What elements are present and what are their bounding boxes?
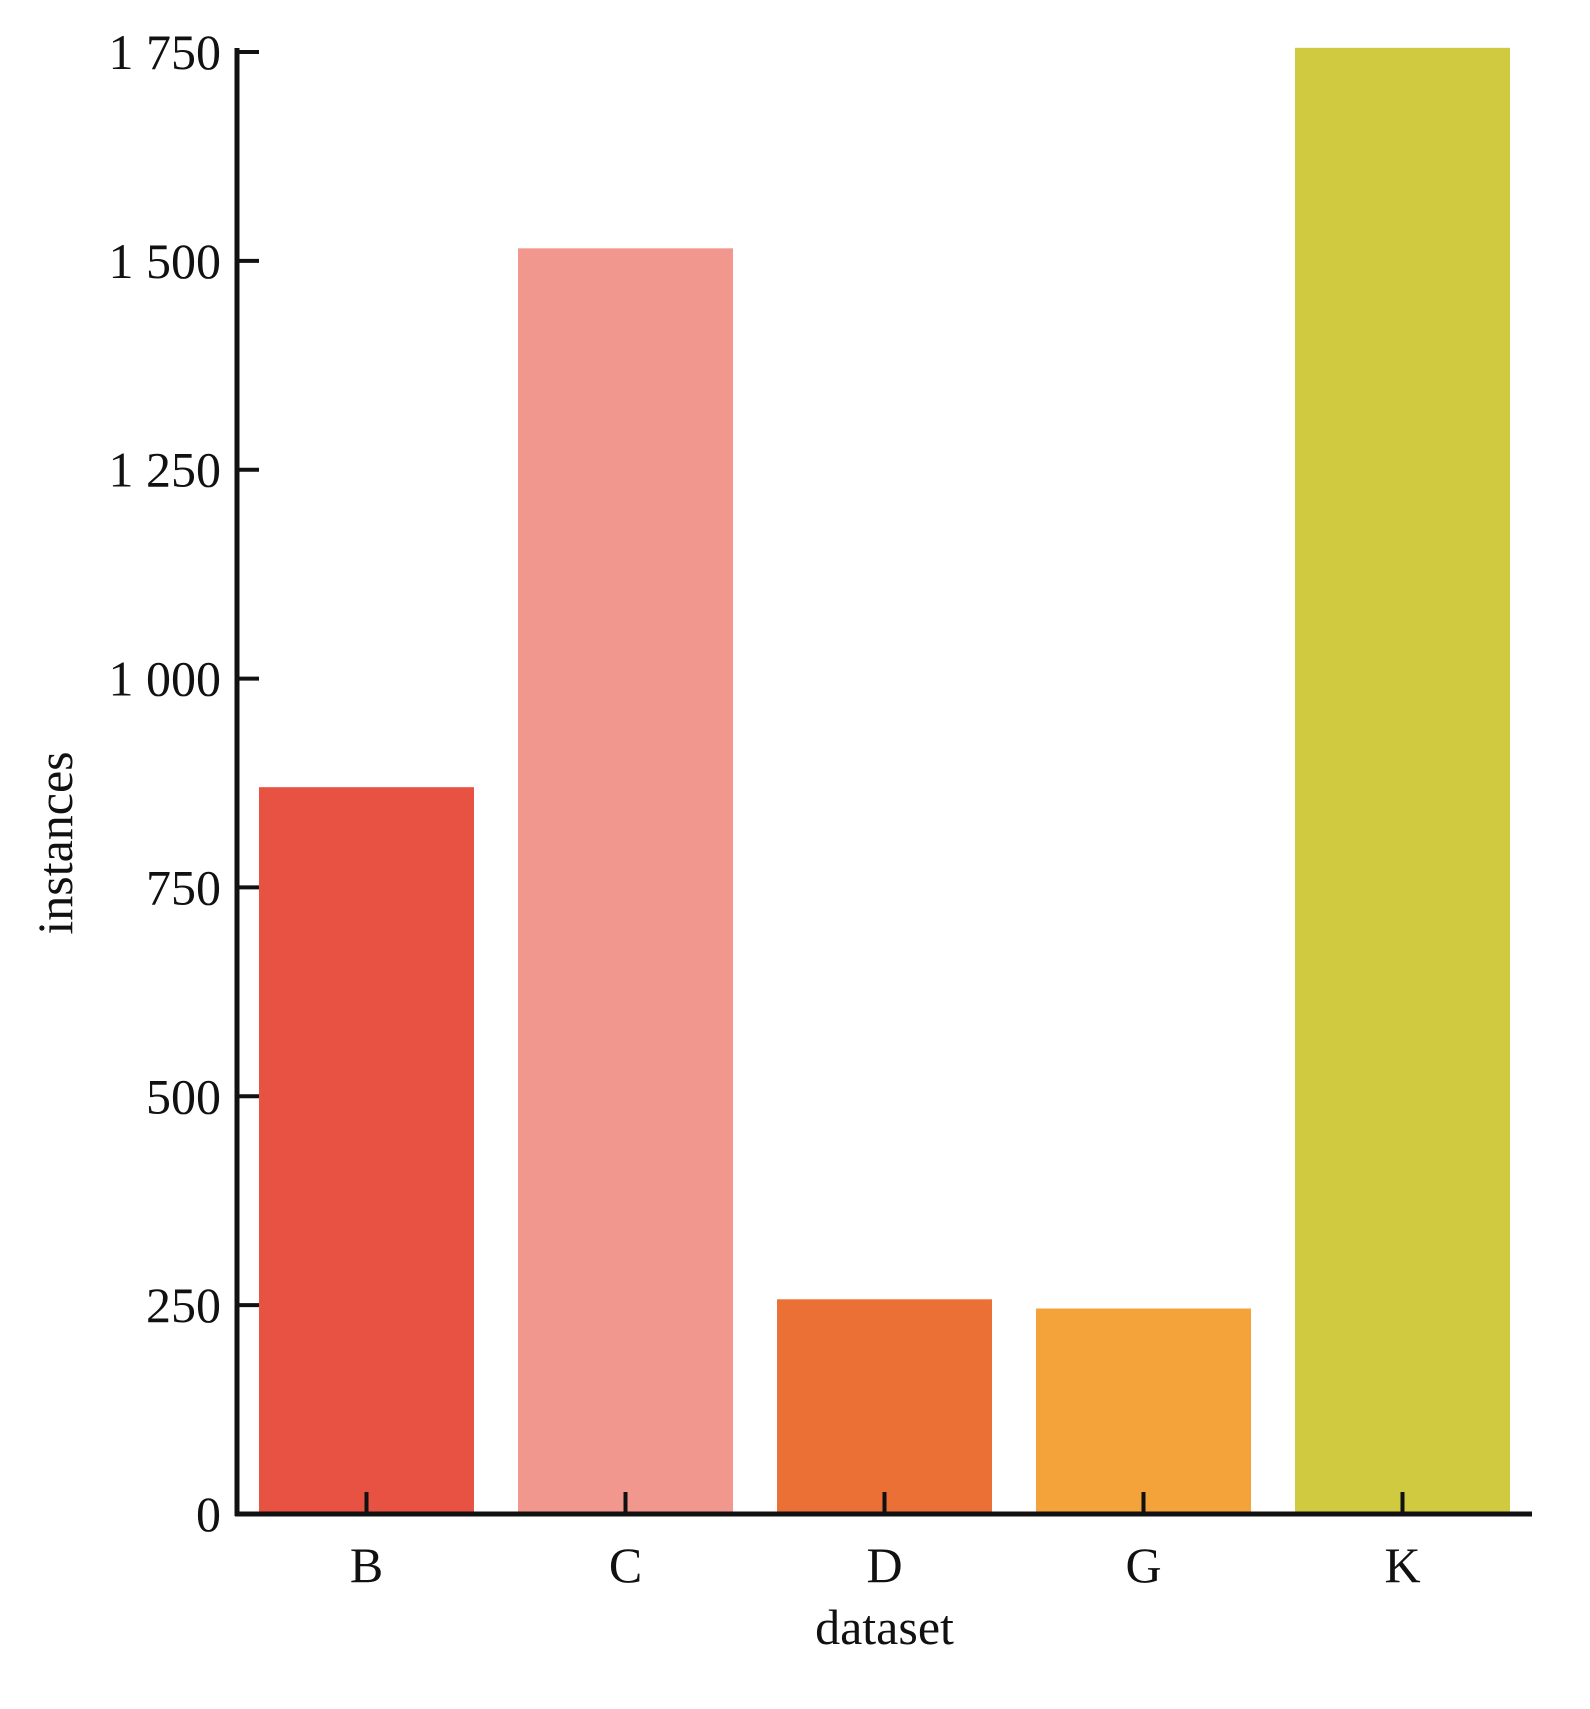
x-tick-label-D: D [866, 1537, 902, 1593]
x-tick-label-B: B [350, 1537, 383, 1593]
y-tick-label-0: 0 [196, 1486, 221, 1542]
y-tick-label-500: 500 [146, 1068, 221, 1124]
y-axis-ticks: 0 250 500 750 1 000 1 250 1 500 1 750 [109, 24, 259, 1542]
bar-K [1295, 47, 1510, 1514]
y-axis-title: instances [27, 751, 83, 934]
y-tick-label-1000: 1 000 [109, 651, 222, 707]
y-tick-label-750: 750 [146, 859, 221, 915]
bar-B [259, 787, 474, 1514]
bars-group [259, 47, 1510, 1515]
bar-C [518, 248, 733, 1515]
bar-D [777, 1299, 992, 1514]
y-tick-label-250: 250 [146, 1277, 221, 1333]
x-axis-title: dataset [815, 1599, 954, 1655]
x-tick-label-G: G [1125, 1537, 1161, 1593]
y-tick-label-1750: 1 750 [109, 24, 222, 80]
y-tick-label-1250: 1 250 [109, 442, 222, 498]
x-tick-label-C: C [609, 1537, 642, 1593]
x-tick-label-K: K [1384, 1537, 1420, 1593]
y-tick-label-1500: 1 500 [109, 233, 222, 289]
bar-G [1036, 1308, 1251, 1514]
